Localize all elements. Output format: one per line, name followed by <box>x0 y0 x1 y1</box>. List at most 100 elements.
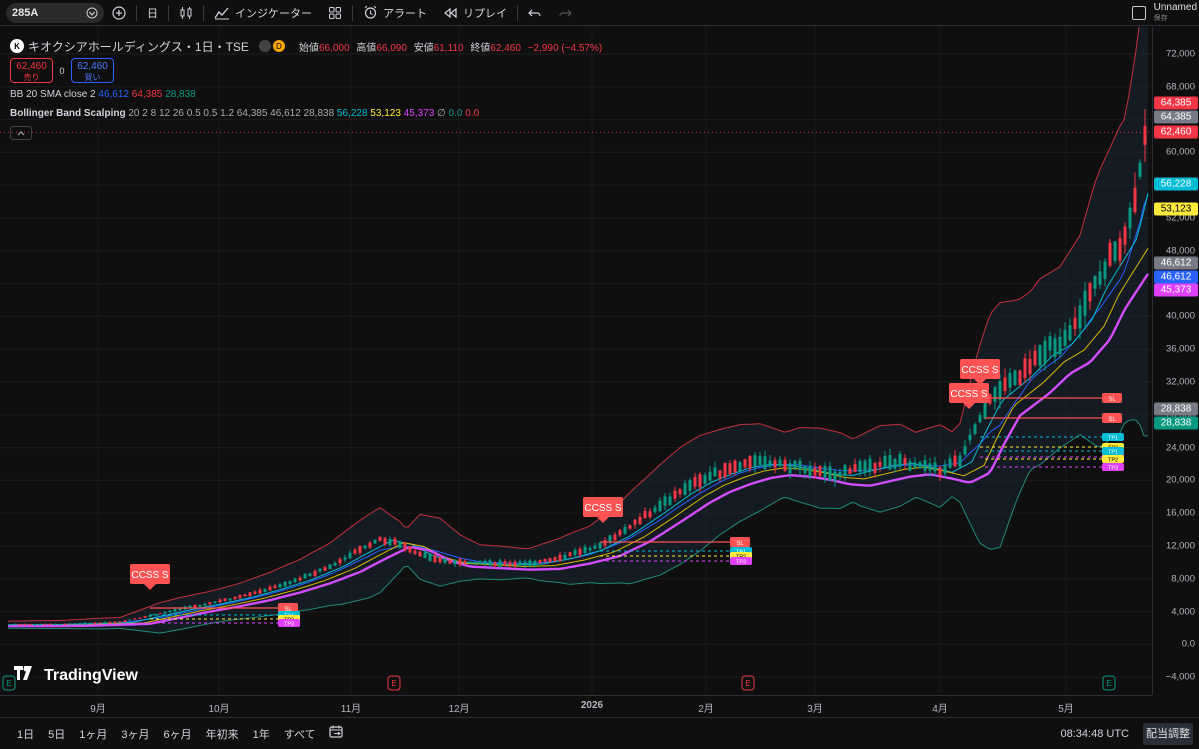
range-button[interactable]: 1ヶ月 <box>79 728 108 741</box>
candle-body <box>558 554 562 561</box>
range-button[interactable]: 1年 <box>252 728 270 741</box>
candle-body <box>83 622 87 625</box>
range-button[interactable]: 3ヶ月 <box>121 728 150 741</box>
candle-body <box>523 561 527 566</box>
layout-templates-button[interactable] <box>320 0 350 26</box>
buy-button[interactable]: 62,460 買い <box>71 58 114 83</box>
candle-body <box>1023 358 1027 378</box>
candle-body <box>53 623 57 625</box>
heart-icon[interactable] <box>86 7 98 19</box>
chart-pane[interactable]: CCSS S CCSS S CCSS S CCSS S SL TP1 TP2 TP3 SL TP1… <box>0 27 1152 695</box>
earnings-marker-text: E <box>745 679 750 688</box>
collapse-legend-button[interactable] <box>10 126 32 140</box>
interval-button[interactable]: 日 <box>139 0 166 26</box>
replay-button[interactable]: リプレイ <box>435 0 515 26</box>
tp-tag <box>1102 455 1124 463</box>
tp-tag-text: TP2 <box>1108 458 1118 464</box>
alert-button[interactable]: アラート <box>355 0 435 26</box>
undo-button[interactable] <box>520 0 550 26</box>
candle-body <box>948 458 952 468</box>
candle-body <box>873 463 877 473</box>
candle-body <box>168 610 172 613</box>
market-status-icon <box>258 40 271 52</box>
range-button[interactable]: 年初来 <box>205 728 239 741</box>
date-range-button[interactable] <box>328 725 344 742</box>
candle-body <box>78 623 82 625</box>
toolbar-divider <box>168 4 169 21</box>
candle-body <box>1063 329 1067 347</box>
candle-body <box>363 545 367 549</box>
candle-body <box>208 602 212 605</box>
toolbar-divider <box>136 4 137 21</box>
candle-body <box>178 608 182 611</box>
redo-button[interactable] <box>550 0 580 26</box>
candle-body <box>533 561 537 566</box>
candle-body <box>18 623 22 626</box>
company-logo: K <box>10 39 24 53</box>
candle-body <box>488 560 492 566</box>
candle-body <box>798 460 802 470</box>
toolbar-divider <box>352 4 353 21</box>
candle-body <box>1053 338 1057 357</box>
candle-body <box>828 466 832 481</box>
price-tick: 24,000 <box>1165 442 1195 454</box>
candle-body <box>958 455 962 467</box>
range-button[interactable]: すべて <box>283 728 316 741</box>
tradingview-icon <box>14 663 38 685</box>
candle-body <box>1003 377 1007 391</box>
time-tick: 11月 <box>340 704 362 715</box>
candle-body <box>338 559 342 564</box>
price-axis[interactable]: 72,00068,00064,00060,00056,00052,00048,0… <box>1152 27 1199 695</box>
bb-indicator-legend[interactable]: BB 20 SMA close 2 46,612 64,385 28,838 <box>10 89 606 103</box>
candle-body <box>888 455 892 470</box>
candle-body <box>373 539 377 544</box>
candle-body <box>453 559 457 565</box>
candle-body <box>318 568 322 572</box>
candle-body <box>543 559 547 562</box>
indicators-button[interactable]: インジケーター <box>206 0 320 26</box>
candle-body <box>643 510 647 519</box>
candle-body <box>518 561 522 565</box>
bbs-indicator-legend[interactable]: Bollinger Band Scalping 20 2 8 12 26 0.5… <box>10 108 606 122</box>
candle-body <box>388 539 392 545</box>
utc-clock[interactable]: 08:34:48 UTC <box>1060 727 1129 740</box>
candle-body <box>418 551 422 557</box>
candle-body <box>148 615 152 617</box>
time-axis[interactable]: 9月 10月 11月 12月 2026 2月 3月 4月 5月 <box>0 695 1152 717</box>
candles-icon <box>179 6 193 20</box>
candle-body <box>1118 237 1122 261</box>
sell-button[interactable]: 62,460 売り <box>10 58 53 83</box>
candle-body <box>383 538 387 545</box>
candle-body <box>648 511 652 518</box>
candle-body <box>198 604 202 607</box>
price-tick: 40,000 <box>1165 310 1195 322</box>
candle-body <box>768 460 772 467</box>
fullscreen-icon[interactable] <box>1131 6 1146 20</box>
dividend-adjust-button[interactable]: 配当調整 <box>1143 722 1193 745</box>
candle-body <box>923 460 927 471</box>
time-tick: 5月 <box>1058 704 1074 715</box>
tp-tag <box>730 557 752 565</box>
signal-text: CCSS S <box>131 570 169 581</box>
candle-body <box>108 621 112 624</box>
price-tick: 60,000 <box>1165 146 1195 158</box>
symbol-title[interactable]: キオクシアホールディングス・1日・TSE <box>28 39 249 54</box>
candle-body <box>378 537 382 541</box>
candle-body <box>953 455 957 467</box>
candle-body <box>718 470 722 479</box>
range-button[interactable]: 1日 <box>17 728 35 741</box>
candle-body <box>498 560 502 568</box>
add-symbol-button[interactable] <box>104 0 134 26</box>
price-label: 28,838 <box>1154 402 1198 416</box>
candle-body <box>943 464 947 474</box>
layout-name-area[interactable]: Unnamed 保存 <box>1131 0 1199 26</box>
candle-body <box>423 552 427 559</box>
chart-type-button[interactable] <box>171 0 201 26</box>
symbol-search[interactable]: 285A <box>6 2 104 23</box>
range-button[interactable]: 5日 <box>48 728 66 741</box>
range-button[interactable]: 6ヶ月 <box>163 728 192 741</box>
candle-body <box>33 624 37 626</box>
candle-body <box>243 594 247 597</box>
candle-body <box>203 603 207 606</box>
candle-body <box>163 611 167 614</box>
